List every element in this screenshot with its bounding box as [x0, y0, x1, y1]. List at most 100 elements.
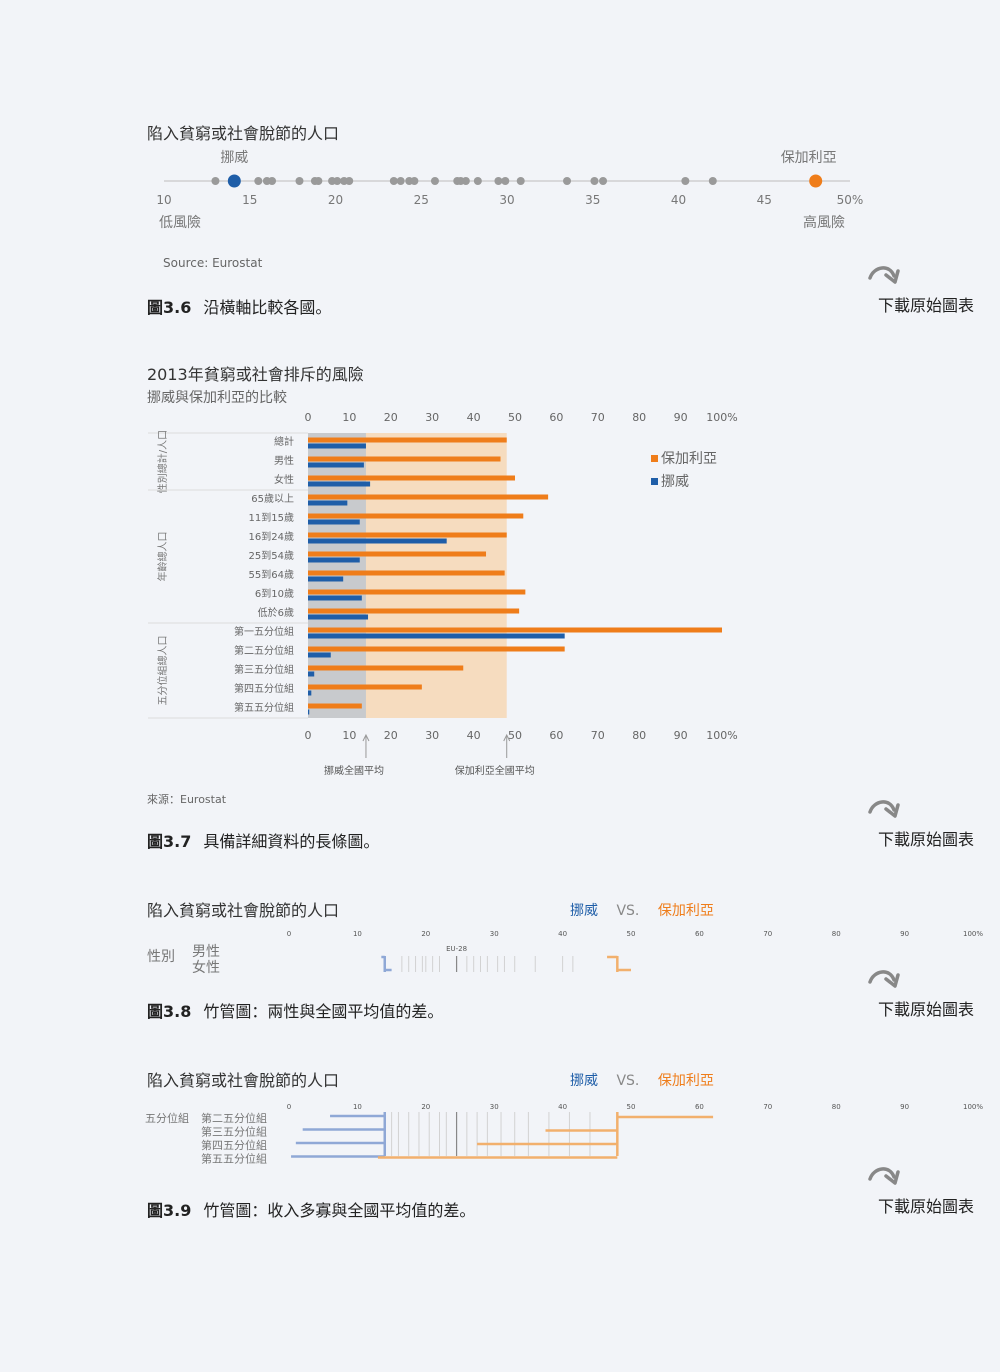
fig37-category-label: 總計 [274, 435, 294, 448]
fig36-axis-high-label: 高風險 [803, 214, 845, 231]
fig38-tick-label: 80 [832, 930, 841, 938]
fig37-bars [308, 437, 722, 715]
fig37-bottom-tick-label: 70 [591, 729, 605, 742]
fig38-marks [381, 955, 631, 972]
fig37-average-markers: 挪威全國平均 保加利亞全國平均 [324, 733, 535, 777]
fig37-category-label: 第一五分位組 [234, 625, 294, 638]
fig37-bar-norway [308, 576, 344, 582]
fig36-country-dot [599, 177, 608, 185]
fig37-top-tick-label: 40 [467, 411, 481, 424]
fig37-top-tick-label: 100% [706, 411, 737, 424]
fig37-bar-norway [308, 500, 348, 506]
fig37-category-label: 低於6歲 [258, 606, 294, 619]
fig38-tick-label: 50 [627, 930, 636, 938]
fig38-tick-labels: 0 10 20 30 40 50 60 70 80 90 100% [287, 930, 984, 938]
fig37-category-label: 11到15歲 [249, 511, 294, 524]
fig37-group-label: 五分位組總人口 [156, 636, 169, 706]
fig36-country-dot [333, 177, 342, 185]
fig37-top-tick-label: 30 [425, 411, 439, 424]
fig39-tick-label: 90 [900, 1103, 909, 1111]
fig38-tick-label: 10 [353, 930, 362, 938]
fig36-bulgaria-dot [809, 174, 823, 188]
fig39-row-label: 第三五分位組 [201, 1125, 267, 1139]
fig36-country-dot [461, 177, 470, 185]
fig37-average-arrowhead-bulgaria [503, 733, 511, 742]
fig36-download-button[interactable]: 下載原始圖表 [864, 262, 974, 316]
fig36-country-dot [410, 177, 419, 185]
fig37-bottom-tick-label: 40 [467, 729, 481, 742]
fig37-caption-number: 圖3.7 [147, 832, 192, 851]
fig37-bottom-tick-label: 30 [425, 729, 439, 742]
fig37-average-arrowhead-norway [362, 733, 370, 742]
fig37-top-tick-label: 70 [591, 411, 605, 424]
fig36-country-dot [516, 177, 525, 185]
fig38-download-button[interactable]: 下載原始圖表 [864, 966, 974, 1020]
fig36-tick-label: 50% [837, 193, 864, 207]
fig37-bottom-tick-label: 100% [706, 729, 737, 742]
fig37-top-tick-label: 50 [508, 411, 522, 424]
fig36-country-dot [430, 177, 439, 185]
fig36-download-label: 下載原始圖表 [877, 296, 974, 315]
fig36-tick-label: 30 [499, 193, 514, 207]
fig39-tick-label: 80 [832, 1103, 841, 1111]
fig39-tick-label: 30 [490, 1103, 499, 1111]
fig37-top-tick-label: 20 [384, 411, 398, 424]
fig37-category-label: 第五五分位組 [234, 701, 294, 714]
fig37-legend-label-bulgaria: 保加利亞 [661, 451, 717, 467]
fig39-tick-label: 70 [763, 1103, 772, 1111]
fig38-caption-text: 竹管圖：兩性與全國平均值的差。 [203, 1002, 444, 1021]
fig37-bar-bulgaria [308, 456, 501, 462]
fig37-legend-swatch-bulgaria [651, 455, 658, 462]
fig37-bar-norway [308, 519, 360, 525]
fig37-bar-norway [308, 481, 371, 487]
fig38-row-label: 女性 [192, 959, 220, 976]
fig37-bar-norway [308, 538, 447, 544]
fig37-bar-norway [308, 614, 369, 620]
fig37-download-button[interactable]: 下載原始圖表 [864, 796, 974, 850]
fig37-caption-text: 具備詳細資料的長條圖。 [203, 832, 380, 851]
fig37-top-tick-label: 10 [342, 411, 356, 424]
fig36-country-dot [590, 177, 599, 185]
fig37-legend-swatch-norway [651, 478, 658, 485]
fig36-tick-label: 35 [585, 193, 600, 207]
fig39-tick-label: 0 [287, 1103, 291, 1111]
fig37-bar-bulgaria [308, 570, 505, 576]
fig39-caption-number: 圖3.9 [147, 1201, 192, 1220]
fig37-bar-norway [308, 690, 312, 696]
fig36-tick-label: 40 [671, 193, 686, 207]
fig38-caption: 圖3.8 竹管圖：兩性與全國平均值的差。 [147, 998, 443, 1022]
fig36-caption-number: 圖3.6 [147, 298, 192, 317]
fig36-norway-dot [227, 174, 241, 188]
fig37-source: 來源：Eurostat [147, 793, 227, 806]
curved-arrow-icon [868, 800, 900, 818]
fig36-country-dot [708, 177, 717, 185]
fig37-bar-bulgaria [308, 589, 526, 595]
fig38-row-label: 男性 [192, 944, 220, 960]
fig37-bar-bulgaria [308, 437, 507, 443]
fig39-caption-text: 竹管圖：收入多寡與全國平均值的差。 [203, 1201, 476, 1220]
fig37-legend-label-norway: 挪威 [661, 474, 689, 490]
fig36-country-dot [681, 177, 690, 185]
fig37-caption: 圖3.7 具備詳細資料的長條圖。 [147, 828, 379, 852]
fig39-download-button[interactable]: 下載原始圖表 [864, 1163, 974, 1217]
fig36-tick-label: 45 [757, 193, 772, 207]
fig37-category-label: 16到24歲 [249, 530, 294, 543]
fig38-legend-bulgaria: 保加利亞 [657, 903, 714, 919]
fig36-country-dot [345, 177, 354, 185]
fig38-tick-label: 40 [558, 930, 567, 938]
fig39-tick-label: 100% [963, 1103, 983, 1111]
fig36-country-dot [501, 177, 510, 185]
fig37-category-label: 65歲以上 [251, 492, 294, 505]
fig37-bar-bulgaria [308, 494, 549, 500]
fig37-average-label-bulgaria: 保加利亞全國平均 [455, 764, 535, 777]
fig39-legend-bulgaria: 保加利亞 [657, 1073, 714, 1089]
fig36-label-bulgaria: 保加利亞 [781, 150, 837, 166]
curved-arrow-icon [868, 1167, 900, 1185]
fig37-bar-bulgaria [308, 532, 507, 538]
fig37-bottom-tick-label: 10 [342, 729, 356, 742]
fig36-dots [211, 174, 823, 188]
